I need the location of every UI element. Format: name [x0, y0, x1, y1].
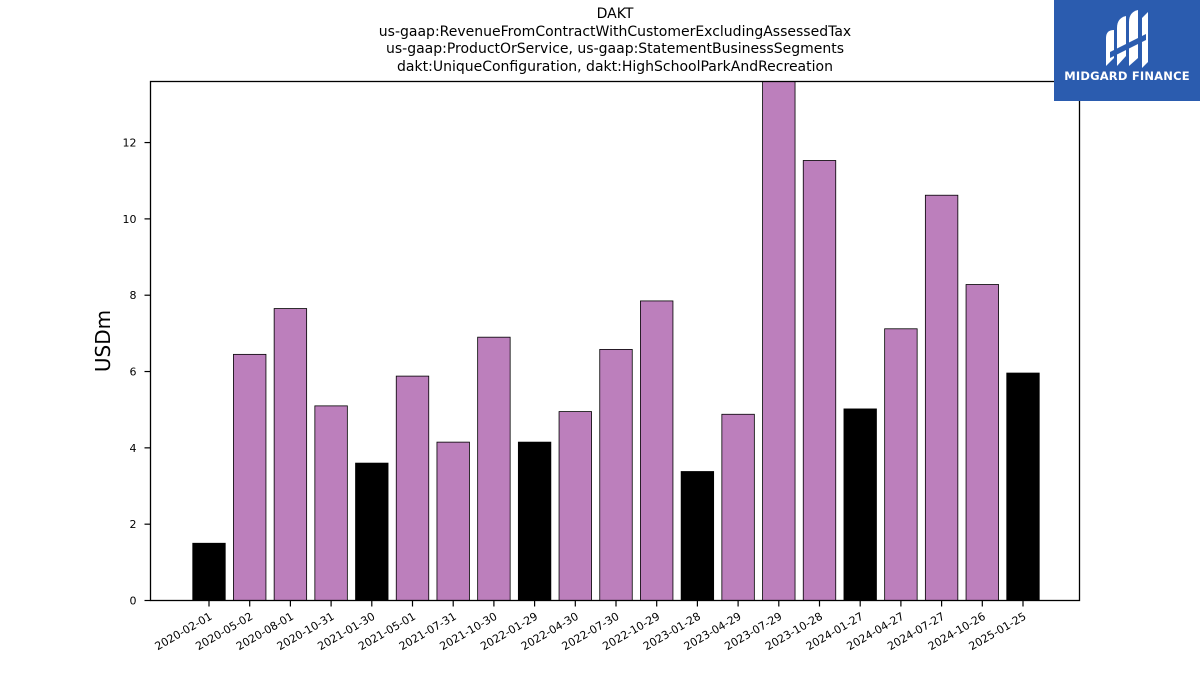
bar-2020-08-01	[273, 308, 308, 601]
chart-title-line-4: dakt:UniqueConfiguration, dakt:HighSchoo…	[397, 58, 833, 75]
bar-2022-10-29	[640, 300, 674, 601]
chart-title-line-2: us-gaap:RevenueFromContractWithCustomerE…	[378, 23, 852, 40]
logo-text: MIDGARD FINANCE	[1064, 69, 1190, 83]
y-tick-label-4: 4	[130, 442, 137, 455]
y-tick-label-2: 2	[130, 518, 137, 531]
chart-title: DAKT us-gaap:RevenueFromContractWithCust…	[150, 6, 1080, 76]
chart-title-line-3: us-gaap:ProductOrService, us-gaap:Statem…	[385, 41, 844, 57]
bar-2022-04-30	[558, 411, 592, 601]
bar-2023-07-29	[762, 81, 796, 601]
bars-group	[192, 81, 1040, 601]
bar-2020-05-02	[233, 353, 267, 601]
y-tick-label-6: 6	[130, 366, 137, 379]
y-axis: 0 2 4 6 8 10 12	[123, 137, 151, 608]
bar-2025-01-25	[1006, 372, 1040, 601]
bar-2021-05-01	[395, 375, 430, 601]
midgard-finance-logo: MIDGARD FINANCE	[1054, 0, 1200, 101]
bar-2024-04-27	[884, 328, 918, 601]
y-tick-label-10: 10	[123, 213, 137, 226]
midgard-logo-icon	[1106, 10, 1148, 68]
bar-2024-10-26	[965, 284, 999, 601]
bar-2020-02-01	[192, 542, 226, 601]
bar-2024-07-27	[924, 194, 959, 601]
chart-title-line-1: DAKT	[596, 6, 634, 22]
x-axis: 2020-02-012020-05-022020-08-012020-10-31…	[153, 600, 1029, 653]
y-tick-label-0: 0	[130, 595, 137, 608]
bar-2022-01-29	[517, 441, 552, 601]
bar-2022-07-30	[599, 348, 633, 601]
bar-2021-07-31	[436, 441, 470, 601]
bar-2023-04-29	[721, 413, 755, 601]
bar-2023-10-28	[802, 160, 837, 601]
bar-2021-10-30	[477, 336, 511, 601]
bar-2021-01-30	[355, 462, 389, 601]
bar-2024-01-27	[843, 408, 877, 601]
y-tick-label-8: 8	[130, 289, 137, 302]
y-axis-label: USDm	[91, 310, 115, 372]
y-tick-label-12: 12	[123, 137, 137, 150]
bar-2020-10-31	[314, 405, 348, 601]
plot-frame	[149, 80, 1081, 602]
bar-2023-01-28	[680, 471, 715, 601]
